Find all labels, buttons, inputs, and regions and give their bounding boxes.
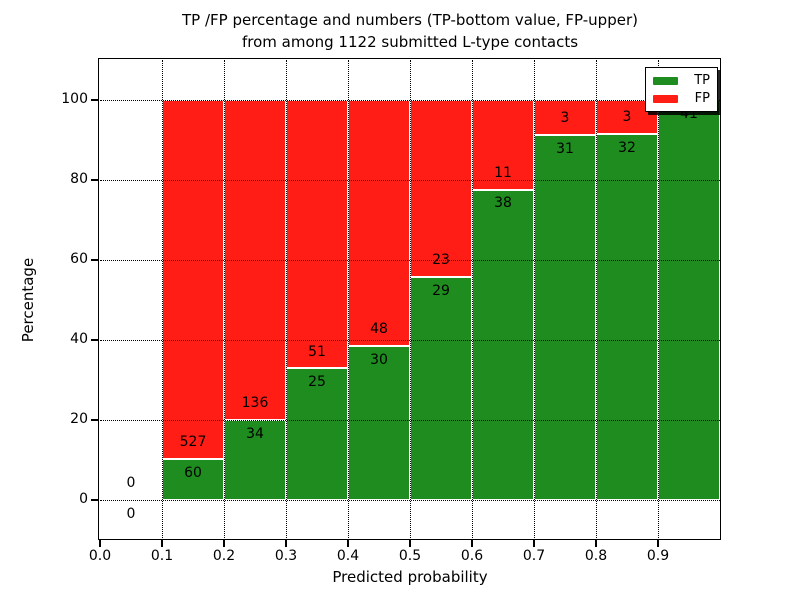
y-tick [91,499,98,501]
y-tick-label: 80 [70,171,88,187]
x-tick-label: 0.1 [150,548,174,564]
annotation-fp-count: 136 [241,395,269,412]
horizontal-gridline [100,500,720,501]
bar-tp-segment [658,100,720,500]
x-tick [161,540,163,547]
horizontal-gridline [100,420,720,421]
bar-fp-segment [348,100,410,347]
x-tick [99,540,101,547]
chart-title: TP /FP percentage and numbers (TP-bottom… [90,9,730,53]
annotation-tp-count: 29 [432,282,450,299]
annotation-tp-count: 60 [184,464,202,481]
x-tick-label: 0.8 [584,548,608,564]
bar-tp-segment [224,420,286,500]
x-tick [347,540,349,547]
chart-title-line-1: TP /FP percentage and numbers (TP-bottom… [182,11,638,29]
annotation-tp-count: 25 [308,374,326,391]
annotation-tp-count: 38 [494,195,512,212]
annotation-tp-count: 0 [126,505,136,522]
x-tick-label: 0.6 [460,548,484,564]
y-tick-label: 40 [70,331,88,347]
annotation-tp-count: 31 [556,140,574,157]
bar-fp-segment [162,100,224,460]
y-axis-label: Percentage [19,257,37,343]
annotation-fp-count: 23 [432,252,450,269]
bar-tp-segment [286,368,348,500]
vertical-gridline [285,60,287,540]
vertical-gridline [595,60,597,540]
chart-title-line-2: from among 1122 submitted L-type contact… [241,33,579,51]
horizontal-gridline [100,340,720,341]
y-tick [91,339,98,341]
x-tick [657,540,659,547]
vertical-gridline [347,60,349,540]
annotation-fp-count: 0 [126,475,136,492]
bar-fp-segment [410,100,472,277]
vertical-gridline [657,60,659,540]
vertical-gridline [409,60,411,540]
plot-area: 0 0 527 60 136 34 51 25 48 30 23 29 11 38 3 31 3 32 41 [100,60,720,540]
vertical-gridline [533,60,535,540]
x-tick-label: 0.3 [274,548,298,564]
bar-tp-segment [534,135,596,500]
x-tick-label: 0.4 [336,548,360,564]
vertical-gridline [471,60,473,540]
horizontal-gridline [100,260,720,261]
annotation-fp-count: 3 [560,110,570,127]
x-tick-label: 0.0 [88,548,112,564]
annotation-fp-count: 3 [622,109,632,126]
x-tick-label: 0.5 [398,548,422,564]
annotation-tp-count: 30 [370,351,388,368]
annotation-fp-count: 51 [308,343,326,360]
annotation-fp-count: 527 [179,434,207,451]
bar-tp-segment [410,276,472,500]
x-tick [285,540,287,547]
bar-tp-segment [348,346,410,500]
x-axis-label: Predicted probability [332,568,488,586]
legend-row-fp: FP [653,91,710,106]
tp-swatch-icon [653,76,678,85]
x-tick-label: 0.9 [646,548,670,564]
fp-swatch-icon [653,94,678,103]
y-tick-label: 20 [70,411,88,427]
legend-row-tp: TP [653,73,710,88]
y-tick [91,259,98,261]
annotation-tp-count: 34 [246,425,264,442]
legend-label-tp: TP [694,73,710,88]
y-tick [91,179,98,181]
x-tick [471,540,473,547]
x-tick [533,540,535,547]
horizontal-gridline [100,180,720,181]
x-tick [409,540,411,547]
y-tick [91,99,98,101]
annotation-tp-count: 32 [618,139,636,156]
y-tick-label: 100 [61,91,88,107]
legend: TP FP [645,67,718,112]
vertical-gridline [161,60,163,540]
bar-fp-segment [286,100,348,369]
y-tick-label: 0 [79,491,88,507]
x-tick [223,540,225,547]
legend-label-fp: FP [694,91,710,106]
bar-tp-segment [596,134,658,500]
bar-tp-segment [162,459,224,500]
vertical-gridline [223,60,225,540]
x-tick-label: 0.7 [522,548,546,564]
y-tick [91,419,98,421]
horizontal-gridline [100,100,720,101]
bar-tp-segment [472,189,534,500]
annotation-fp-count: 48 [370,321,388,338]
y-tick-label: 60 [70,251,88,267]
x-tick [595,540,597,547]
x-tick-label: 0.2 [212,548,236,564]
annotation-fp-count: 11 [494,164,512,181]
